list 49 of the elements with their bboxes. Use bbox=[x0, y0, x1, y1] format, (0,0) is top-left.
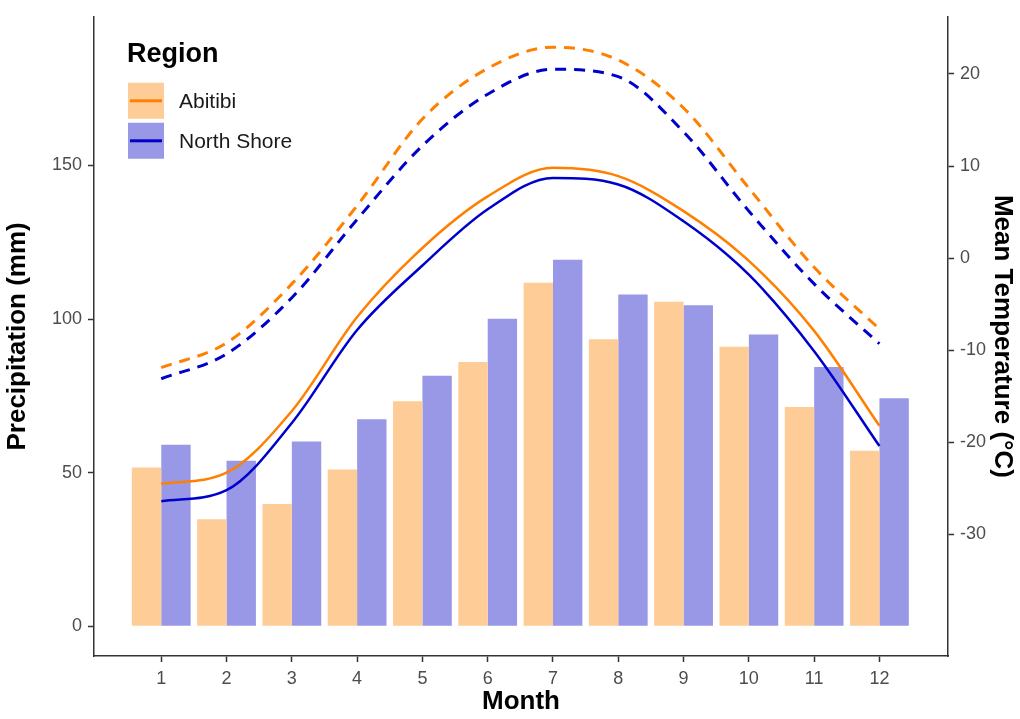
legend-label: Abitibi bbox=[179, 88, 237, 112]
x-tick-label: 4 bbox=[352, 667, 363, 688]
bar bbox=[814, 366, 844, 626]
y2-tick-label: 10 bbox=[960, 154, 981, 175]
y2-axis-title: Mean Temperature (°C) bbox=[989, 194, 1020, 478]
x-tick-label: 5 bbox=[417, 667, 428, 688]
x-tick-label: 1 bbox=[156, 667, 167, 688]
bar bbox=[552, 259, 583, 626]
bar bbox=[683, 305, 713, 626]
bar bbox=[879, 398, 909, 626]
legend-label: North Shore bbox=[179, 128, 293, 152]
bar bbox=[161, 444, 191, 626]
x-tick-label: 2 bbox=[221, 667, 232, 688]
bar bbox=[748, 334, 779, 626]
y2-tick-label: 0 bbox=[960, 247, 971, 268]
y-tick-label: 0 bbox=[71, 615, 82, 636]
y-tick-label: 50 bbox=[61, 461, 82, 482]
x-tick-label: 3 bbox=[286, 667, 297, 688]
y-tick-label: 100 bbox=[51, 308, 82, 329]
x-tick-label: 10 bbox=[738, 667, 759, 688]
bar bbox=[357, 419, 387, 626]
x-tick-label: 9 bbox=[678, 667, 689, 688]
x-tick-label: 8 bbox=[613, 667, 624, 688]
x-tick-label: 11 bbox=[804, 667, 824, 688]
bar bbox=[226, 460, 256, 626]
bar bbox=[654, 301, 684, 626]
y2-tick-label: -20 bbox=[960, 431, 987, 452]
bar bbox=[719, 346, 749, 626]
bar bbox=[487, 318, 518, 626]
x-tick-label: 12 bbox=[869, 667, 890, 688]
legend-title: Region bbox=[127, 38, 219, 69]
bar bbox=[458, 362, 488, 626]
y-tick-label: 150 bbox=[51, 154, 82, 175]
y2-tick-label: -10 bbox=[960, 339, 987, 360]
bar bbox=[262, 503, 292, 626]
y2-tick-label: 20 bbox=[960, 62, 981, 83]
bar bbox=[131, 467, 162, 626]
bar bbox=[523, 282, 553, 626]
bar bbox=[327, 469, 358, 626]
y2-tick-label: -30 bbox=[960, 523, 987, 544]
bar bbox=[588, 339, 619, 626]
bar bbox=[850, 450, 880, 626]
bar bbox=[784, 406, 815, 626]
bar bbox=[618, 294, 648, 626]
bar bbox=[393, 401, 423, 626]
bar bbox=[291, 441, 322, 626]
y-axis-title: Precipitation (mm) bbox=[0, 222, 31, 451]
bar bbox=[422, 375, 452, 626]
bar bbox=[197, 519, 227, 626]
